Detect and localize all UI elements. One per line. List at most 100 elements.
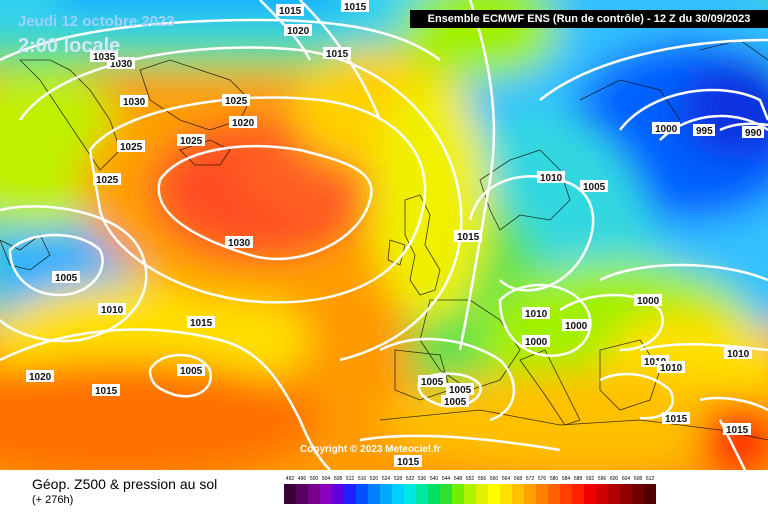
isobar-label-bg <box>120 95 148 107</box>
legend-swatch <box>368 484 380 504</box>
legend-value: 600 <box>609 476 619 482</box>
map-svg: 1015 1015 1020 1015 1030 1030 1035 1025 … <box>0 0 768 470</box>
legend-value: 580 <box>549 476 559 482</box>
weather-map: 1015 1015 1020 1015 1030 1030 1035 1025 … <box>0 0 768 470</box>
isobar-label: 1005 <box>449 385 472 396</box>
legend-value: 608 <box>633 476 643 482</box>
isobar-label-bg <box>187 316 215 328</box>
legend-swatch <box>416 484 428 504</box>
legend-swatch <box>632 484 644 504</box>
legend-value: 520 <box>369 476 379 482</box>
isobar-label: 1015 <box>279 6 302 17</box>
isobar-label: 1005 <box>444 397 467 408</box>
legend-swatch <box>356 484 368 504</box>
isobar-label-bg <box>652 122 680 134</box>
legend-value: 508 <box>333 476 343 482</box>
isobar-label: 1010 <box>660 363 683 374</box>
legend-swatch <box>536 484 548 504</box>
legend-value: 536 <box>417 476 427 482</box>
legend-value: 588 <box>573 476 583 482</box>
legend-swatch <box>332 484 344 504</box>
legend-value: 568 <box>513 476 523 482</box>
isobar-label: 1015 <box>397 457 420 468</box>
isobar-label: 1005 <box>180 366 203 377</box>
legend-value: 552 <box>465 476 475 482</box>
isobar-label-bg <box>441 395 469 407</box>
isobar-label: 1010 <box>727 349 750 360</box>
isobar-label-bg <box>580 180 608 192</box>
legend-value: 540 <box>429 476 439 482</box>
legend-swatch <box>548 484 560 504</box>
legend-value: 524 <box>381 476 391 482</box>
isobar-label-bg <box>117 140 145 152</box>
legend-value: 532 <box>405 476 415 482</box>
isobar-label-bg <box>229 116 257 128</box>
legend-swatch <box>344 484 356 504</box>
legend-value: 544 <box>441 476 451 482</box>
legend-value: 604 <box>621 476 631 482</box>
isobar-label-bg <box>284 24 312 36</box>
legend-value: 512 <box>345 476 355 482</box>
isobar-label-bg <box>90 50 118 62</box>
isobar-label-bg <box>724 347 752 359</box>
isobar-label: 1035 <box>93 52 116 63</box>
legend-swatch <box>380 484 392 504</box>
isobar-label: 1030 <box>123 97 146 108</box>
isobar-label: 1005 <box>421 377 444 388</box>
legend-swatch <box>296 484 308 504</box>
isobar-label: 1020 <box>29 372 52 383</box>
isobar-label-bg <box>394 455 422 467</box>
isobar-label: 995 <box>696 126 713 137</box>
legend-swatch <box>644 484 656 504</box>
isobar-label-bg <box>634 294 662 306</box>
legend-value: 584 <box>561 476 571 482</box>
legend-swatch <box>308 484 320 504</box>
isobar-label-bg <box>446 383 474 395</box>
run-title: Ensemble ECMWF ENS (Run de contrôle) - 1… <box>410 10 768 28</box>
isobar-label-bg <box>693 124 715 136</box>
isobar-label: 1025 <box>180 136 203 147</box>
isobar-label: 990 <box>745 128 762 139</box>
isobar-label-bg <box>52 271 80 283</box>
isobars <box>0 0 768 470</box>
isobar-label-bg <box>93 173 121 185</box>
isobar-label-bg <box>537 171 565 183</box>
legend-value: 596 <box>597 476 607 482</box>
isobar-label: 1020 <box>232 118 255 129</box>
legend-value: 548 <box>453 476 463 482</box>
legend-swatch <box>524 484 536 504</box>
isobar-label-bg <box>26 370 54 382</box>
isobar-label: 1015 <box>344 2 367 13</box>
isobar-label: 1000 <box>565 321 588 332</box>
legend-swatch <box>404 484 416 504</box>
isobar-label: 1005 <box>583 182 606 193</box>
legend-swatch <box>512 484 524 504</box>
legend-swatch <box>428 484 440 504</box>
legend-value: 496 <box>297 476 307 482</box>
legend-swatch <box>620 484 632 504</box>
isobar-label: 1010 <box>540 173 563 184</box>
legend-value: 572 <box>525 476 535 482</box>
legend-swatch <box>596 484 608 504</box>
isobar-label-bg <box>92 384 120 396</box>
legend-value: 576 <box>537 476 547 482</box>
legend-swatch <box>440 484 452 504</box>
legend-swatches <box>284 484 656 504</box>
legend-swatch <box>476 484 488 504</box>
legend-swatch <box>464 484 476 504</box>
color-legend: 492 496 500 504 508 512 516 520 524 528 532 536 540 5… <box>284 476 656 504</box>
legend-swatch <box>452 484 464 504</box>
forecast-date: Jeudi 12 octobre 2023 <box>18 13 175 30</box>
isobar-label: 1030 <box>228 238 251 249</box>
isobar-label: 1025 <box>120 142 143 153</box>
geopotential-field <box>0 0 768 470</box>
footer: Géop. Z500 & pression au sol (+ 276h) 49… <box>0 470 768 512</box>
isobar-labels: 1015 1015 1020 1015 1030 1030 1035 1025 … <box>26 0 764 468</box>
isobar-label: 1015 <box>726 425 749 436</box>
legend-swatch <box>392 484 404 504</box>
copyright-text: Copyright © 2023 Meteociel.fr <box>300 444 441 455</box>
forecast-lead: (+ 276h) <box>32 494 74 506</box>
isobar-label-bg <box>222 94 250 106</box>
legend-swatch <box>320 484 332 504</box>
isobar-label-bg <box>522 335 550 347</box>
